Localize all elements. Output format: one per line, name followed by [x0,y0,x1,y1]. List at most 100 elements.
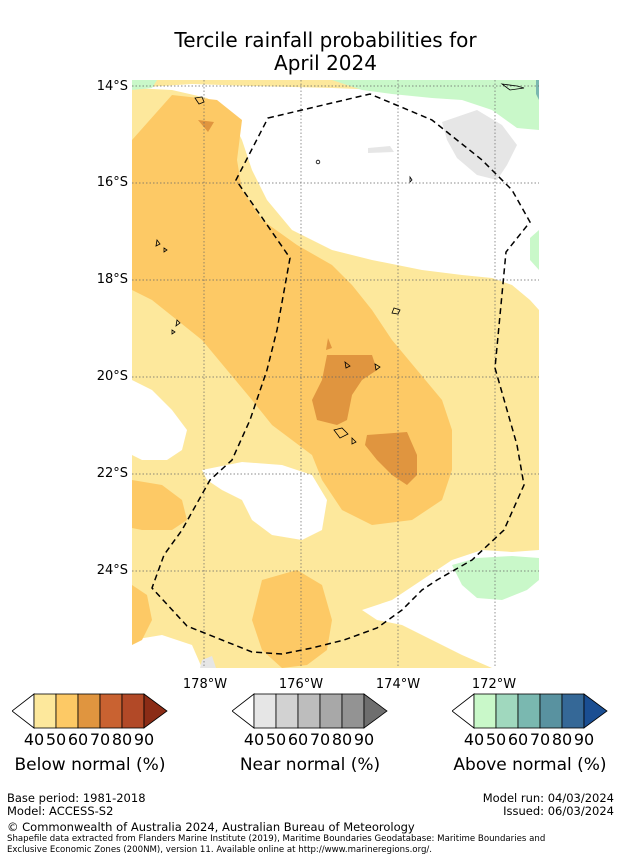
below-50-band-far-southwest [132,585,152,645]
near-colorbar-cell [319,693,343,729]
near-colorbar-right-arrow [363,693,388,729]
below-tick: 60 [67,730,89,749]
map-gridlines [132,80,539,668]
below-colorbar-left-arrow [12,693,35,729]
below-tick: 50 [45,730,67,749]
lat-label-20s: 20°S [96,369,128,384]
above-colorbar-cell [473,693,497,729]
below-colorbar-cell [33,693,57,729]
above-colorbar-cells [473,693,585,729]
white-region-northeast [132,84,539,310]
near-tick: 40 [243,730,265,749]
below-60-patch-small [326,338,332,350]
white-region-west [132,380,187,460]
above-normal-label: Above normal (%) [453,755,607,775]
below-colorbar-cell [55,693,79,729]
below-colorbar-right-arrow [143,693,168,729]
below-50-band-south [252,570,332,668]
lat-label-22s: 22°S [96,466,128,481]
near-normal-colorbar [232,693,388,729]
white-region-bottom-left [132,635,202,668]
below-tick: 90 [133,730,155,749]
below-50-band-main [132,95,452,525]
island-small [315,159,321,165]
below-tick: 80 [111,730,133,749]
source-line-2: Exclusive Economic Zones (200NM), versio… [7,845,433,855]
above-normal-colorbar [452,693,608,729]
island-outlines [155,83,525,445]
below-colorbar-cell [77,693,101,729]
below-tick: 40 [23,730,45,749]
lat-label-16s: 16°S [96,175,128,190]
near-colorbar-cells [253,693,365,729]
near-tick: 50 [265,730,287,749]
island-west-4 [171,329,176,335]
above-colorbar-cell [561,693,585,729]
copyright: © Commonwealth of Australia 2024, Austra… [7,820,415,834]
below-normal-colorbar [12,693,168,729]
above-tick: 80 [551,730,573,749]
issued-date: Issued: 06/03/2024 [503,804,614,818]
lat-label-24s: 24°S [96,563,128,578]
below-colorbar-cell [121,693,145,729]
below-colorbar-cells [33,693,145,729]
above-tick: 60 [507,730,529,749]
map-title-line1: Tercile rainfall probabilities for [174,28,477,52]
near-40-patch-northeast [442,110,517,180]
lon-label-172w: 172°W [471,677,517,692]
near-40-patch-small [368,146,394,153]
below-colorbar-cell [99,693,123,729]
above-60-edge-northeast [536,80,539,100]
island-south-2 [351,437,357,445]
near-normal-label: Near normal (%) [239,755,381,775]
lon-label-174w: 174°W [375,677,421,692]
below-60-patch-north [198,120,214,132]
above-colorbar-cell [495,693,519,729]
above-tick: 90 [573,730,595,749]
probability-map [132,80,539,668]
above-colorbar-left-arrow [452,693,475,729]
lat-label-14s: 14°S [96,79,128,94]
island-west-1 [155,239,161,247]
island-north [194,96,205,105]
white-region-south-central [202,462,327,540]
below-50-band-southwest [132,480,187,530]
above-tick: 70 [529,730,551,749]
island-west-2 [163,247,168,253]
near-tick: 70 [309,730,331,749]
island-northeast [500,83,525,91]
near-colorbar-cell [253,693,277,729]
near-colorbar-left-arrow [232,693,255,729]
island-central [391,307,401,315]
map-panel [132,80,539,668]
lat-label-18s: 18°S [96,272,128,287]
above-colorbar-cell [517,693,541,729]
island-east [409,175,413,183]
below-tick: 70 [89,730,111,749]
near-tick: 90 [353,730,375,749]
above-40-patch-northeast [332,80,539,130]
island-central-2 [344,361,351,369]
near-colorbar-cell [275,693,299,729]
below-60-patch-central [312,355,377,425]
model-run-date: Model run: 04/03/2024 [482,791,614,805]
eez-boundary-dashed [151,93,531,655]
near-tick: 80 [331,730,353,749]
island-south [333,427,349,439]
above-40-patch-northwest [132,80,157,90]
above-40-patch-east-edge [530,230,539,270]
below-60-patch-east [365,432,417,485]
island-west-3 [175,319,181,327]
lon-label-178w: 178°W [182,677,228,692]
below-normal-label: Below normal (%) [14,755,166,775]
above-tick: 50 [485,730,507,749]
base-period: Base period: 1981-2018 [7,791,146,805]
map-title-line2: April 2024 [274,51,377,75]
model-name: Model: ACCESS-S2 [7,804,114,818]
above-40-patch-southeast [452,556,539,600]
near-colorbar-cell [341,693,365,729]
lon-label-176w: 176°W [278,677,324,692]
above-tick: 40 [463,730,485,749]
above-colorbar-cell [539,693,563,729]
island-central-3 [374,363,381,371]
